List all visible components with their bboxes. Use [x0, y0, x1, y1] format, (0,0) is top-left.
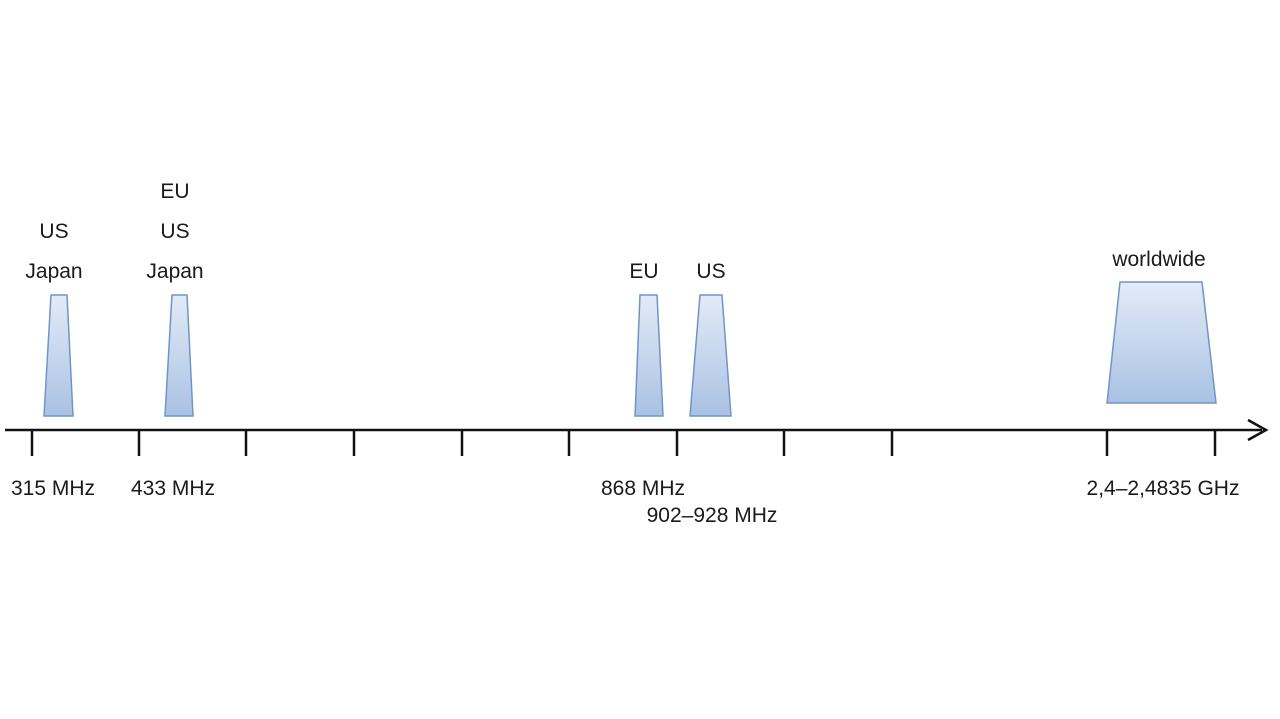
- region-label: EU: [160, 180, 189, 203]
- region-label: US: [39, 220, 68, 243]
- region-label: US: [160, 220, 189, 243]
- frequency-label: 2,4–2,4835 GHz: [1087, 477, 1240, 500]
- region-label: Japan: [146, 260, 203, 283]
- band-868: [634, 294, 664, 417]
- frequency-label: 315 MHz: [11, 477, 95, 500]
- band-315: [43, 294, 74, 417]
- axis-ticks: [30, 430, 1217, 456]
- frequency-label: 868 MHz: [601, 477, 685, 500]
- frequency-label: 902–928 MHz: [647, 504, 778, 527]
- region-label: worldwide: [1111, 248, 1205, 271]
- axis-arrow-icon: [1247, 418, 1269, 442]
- band-2-4ghz: [1106, 281, 1217, 404]
- frequency-label: 433 MHz: [131, 477, 215, 500]
- region-label: EU: [629, 260, 658, 283]
- band-902-928: [689, 294, 732, 417]
- region-label: Japan: [25, 260, 82, 283]
- region-label: US: [696, 260, 725, 283]
- band-433: [164, 294, 194, 417]
